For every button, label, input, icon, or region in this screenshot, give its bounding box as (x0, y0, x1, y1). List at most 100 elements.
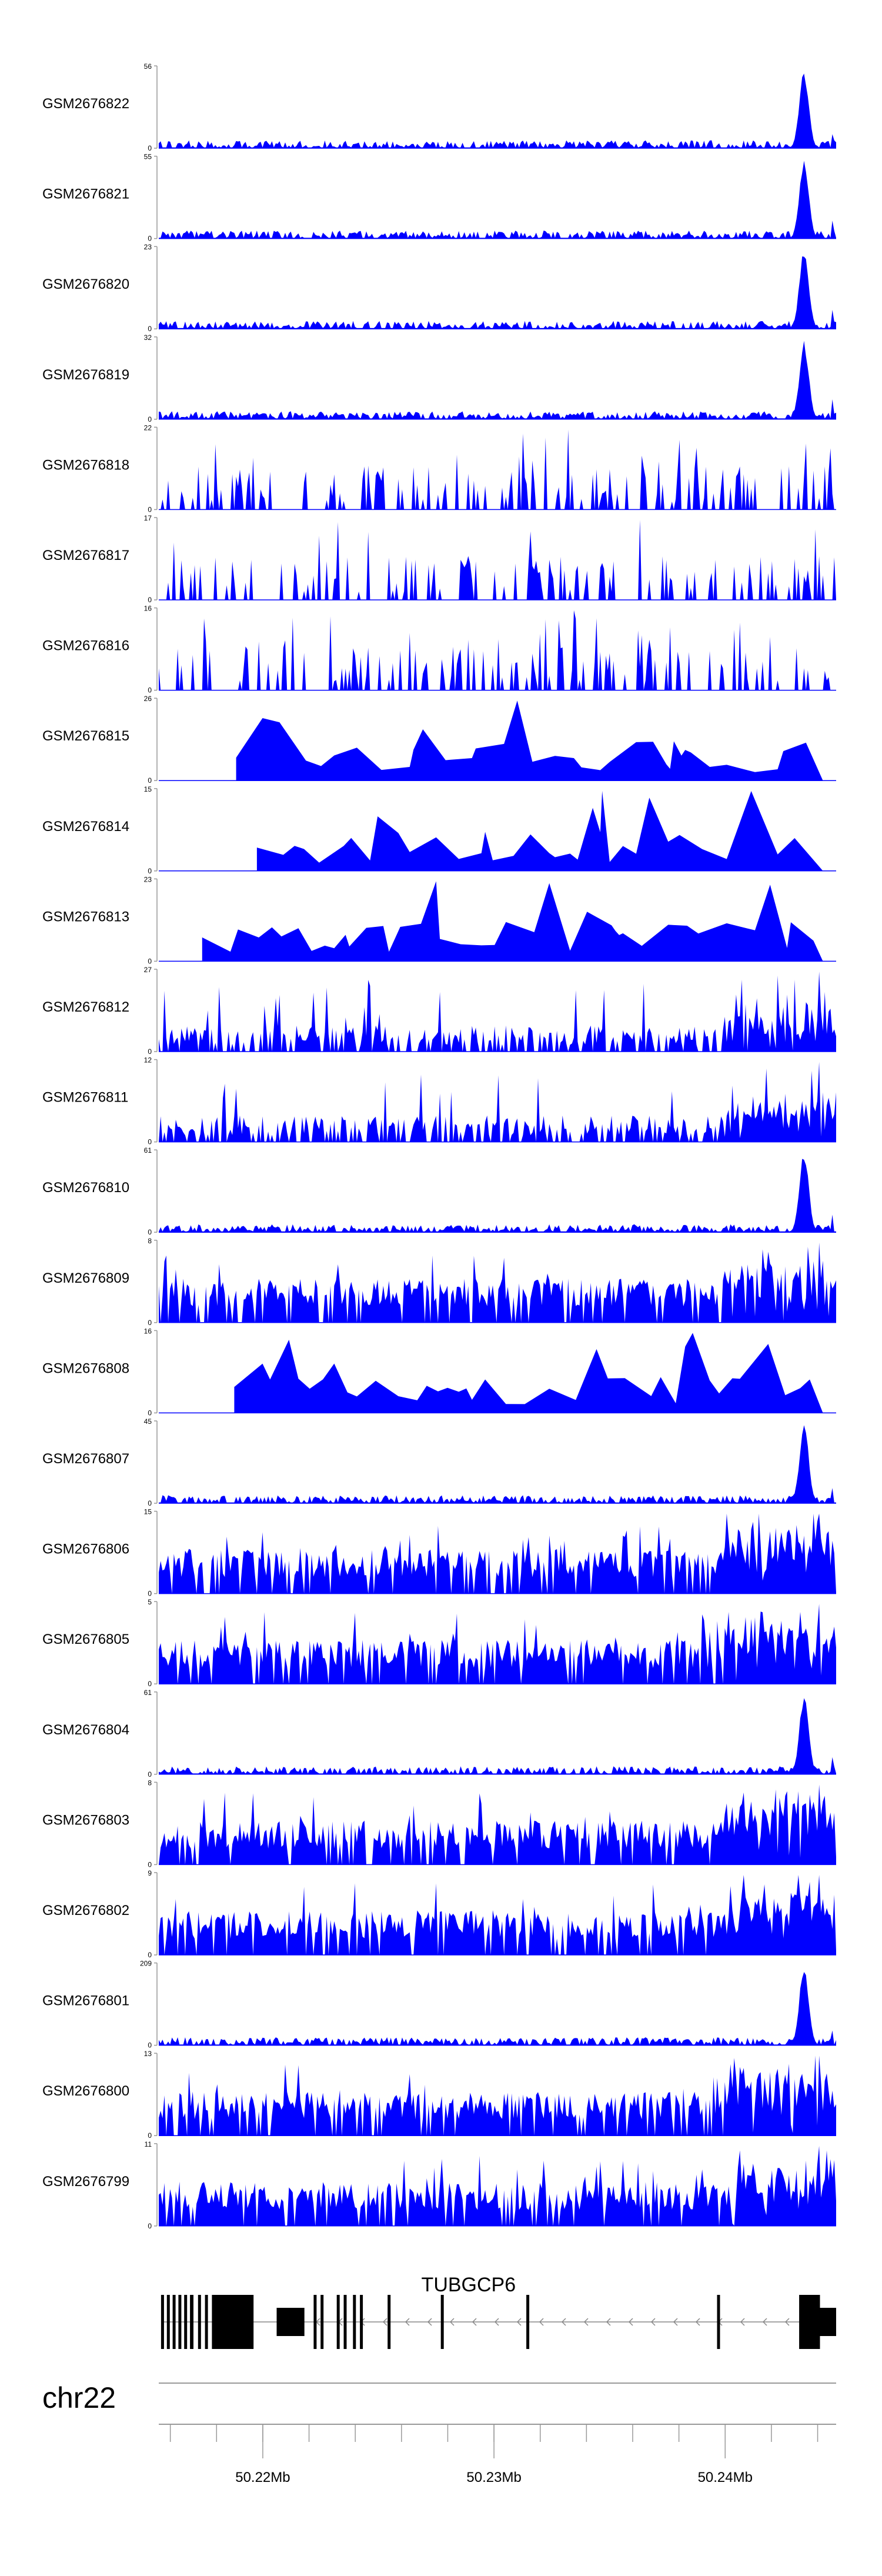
y-axis-min-label: 0 (148, 1138, 152, 1146)
gene-exon (336, 2295, 340, 2349)
y-axis-min-label: 0 (148, 1409, 152, 1417)
strand-arrow (472, 2318, 477, 2326)
track-sample-label: GSM2676807 (42, 1451, 129, 1467)
y-axis-min-label: 0 (148, 1499, 152, 1507)
coverage-area (159, 1784, 836, 1865)
y-axis-min-label: 0 (148, 686, 152, 695)
coverage-area (159, 610, 836, 690)
coverage-area (159, 341, 836, 419)
y-axis-max-label: 9 (148, 1869, 152, 1877)
strand-arrow (695, 2318, 700, 2326)
track-sample-label: GSM2676817 (42, 548, 129, 563)
coverage-track: GSM2676822 56 0 (42, 62, 836, 152)
track-sample-label: GSM2676806 (42, 1541, 129, 1557)
track-sample-label: GSM2676800 (42, 2083, 129, 2099)
coverage-track: GSM2676816 16 0 (42, 605, 836, 695)
coverage-track: GSM2676821 55 0 (42, 153, 836, 243)
coverage-area (159, 520, 836, 600)
coverage-track: GSM2676809 8 0 (42, 1237, 836, 1327)
coverage-track: GSM2676812 27 0 (42, 966, 836, 1056)
coverage-track: GSM2676813 23 0 (42, 875, 836, 965)
coverage-track: GSM2676806 15 0 (42, 1508, 836, 1598)
strand-arrow (405, 2318, 410, 2326)
y-axis-min-label: 0 (148, 1047, 152, 1056)
y-axis-min-label: 0 (148, 1590, 152, 1598)
gene-exon (360, 2295, 363, 2349)
y-axis-min-label: 0 (148, 776, 152, 785)
y-axis-min-label: 0 (148, 325, 152, 333)
y-axis-max-label: 15 (144, 785, 152, 793)
strand-arrow (740, 2318, 745, 2326)
coverage-track: GSM2676814 15 0 (42, 785, 836, 875)
coverage-area (159, 1425, 836, 1503)
gene-exon (320, 2295, 324, 2349)
x-axis-tick-label: 50.23Mb (466, 2470, 521, 2485)
y-axis-max-label: 15 (144, 1508, 152, 1516)
y-axis-min-label: 0 (148, 867, 152, 875)
y-axis-max-label: 22 (144, 423, 152, 432)
y-axis-min-label: 0 (148, 1860, 152, 1868)
coverage-track: GSM2676815 26 0 (42, 695, 836, 785)
gene-exon (440, 2295, 444, 2349)
y-axis-max-label: 16 (144, 1327, 152, 1335)
coverage-area (159, 1972, 836, 2046)
y-axis-max-label: 55 (144, 153, 152, 161)
track-sample-label: GSM2676802 (42, 1903, 129, 1918)
gene-exon (190, 2295, 193, 2349)
y-axis-min-label: 0 (148, 2131, 152, 2140)
y-axis-max-label: 61 (144, 1146, 152, 1154)
y-axis-max-label: 23 (144, 243, 152, 251)
y-axis-min-label: 0 (148, 235, 152, 243)
track-sample-label: GSM2676821 (42, 186, 129, 202)
track-sample-label: GSM2676815 (42, 728, 129, 744)
strand-arrow (628, 2318, 633, 2326)
track-sample-label: GSM2676801 (42, 1993, 129, 2009)
track-sample-label: GSM2676822 (42, 96, 129, 112)
coverage-area (256, 790, 823, 871)
track-sample-label: GSM2676816 (42, 638, 129, 654)
y-axis-min-label: 0 (148, 957, 152, 965)
y-axis-max-label: 8 (148, 1237, 152, 1245)
coverage-area (236, 700, 823, 781)
y-axis-min-label: 0 (148, 2041, 152, 2050)
track-sample-label: GSM2676813 (42, 909, 129, 925)
y-axis-max-label: 12 (144, 1056, 152, 1065)
strand-arrow (382, 2318, 387, 2326)
x-axis-ticks: 50.22Mb 50.23Mb 50.24Mb (169, 2424, 818, 2485)
track-sample-label: GSM2676810 (42, 1180, 129, 1196)
track-sample-label: GSM2676819 (42, 367, 129, 383)
y-axis-max-label: 8 (148, 1778, 152, 1787)
track-sample-label: GSM2676799 (42, 2174, 129, 2190)
track-sample-label: GSM2676805 (42, 1631, 129, 1647)
y-axis-max-label: 56 (144, 62, 152, 71)
track-sample-label: GSM2676811 (42, 1090, 128, 1106)
y-axis-max-label: 209 (140, 1960, 152, 1968)
track-sample-label: GSM2676803 (42, 1812, 129, 1828)
strand-arrow (449, 2318, 455, 2326)
track-sample-label: GSM2676804 (42, 1722, 129, 1738)
coverage-track: GSM2676819 32 0 (42, 333, 836, 423)
coverage-area (159, 429, 836, 510)
coverage-track: GSM2676810 61 0 (42, 1146, 836, 1236)
gene-exon (205, 2295, 208, 2349)
coverage-track: GSM2676808 16 0 (42, 1327, 836, 1417)
y-axis-min-label: 0 (148, 415, 152, 423)
strand-arrow (606, 2318, 611, 2326)
gene-exon (387, 2295, 391, 2349)
coverage-track: GSM2676818 22 0 (42, 423, 836, 513)
track-sample-label: GSM2676818 (42, 457, 129, 473)
y-axis-min-label: 0 (148, 1770, 152, 1778)
gene-exon (161, 2295, 164, 2349)
track-sample-label: GSM2676820 (42, 276, 129, 292)
gene-exon (820, 2308, 836, 2336)
coverage-area (234, 1333, 823, 1413)
gene-exon (166, 2295, 170, 2349)
coverage-track: GSM2676820 23 0 (42, 243, 836, 333)
y-axis-max-label: 26 (144, 695, 152, 703)
track-sample-label: GSM2676814 (42, 819, 129, 835)
y-axis-max-label: 16 (144, 605, 152, 613)
strand-arrow (494, 2318, 499, 2326)
y-axis-max-label: 13 (144, 2050, 152, 2058)
y-axis-min-label: 0 (148, 1319, 152, 1327)
coverage-area (159, 1604, 836, 1684)
